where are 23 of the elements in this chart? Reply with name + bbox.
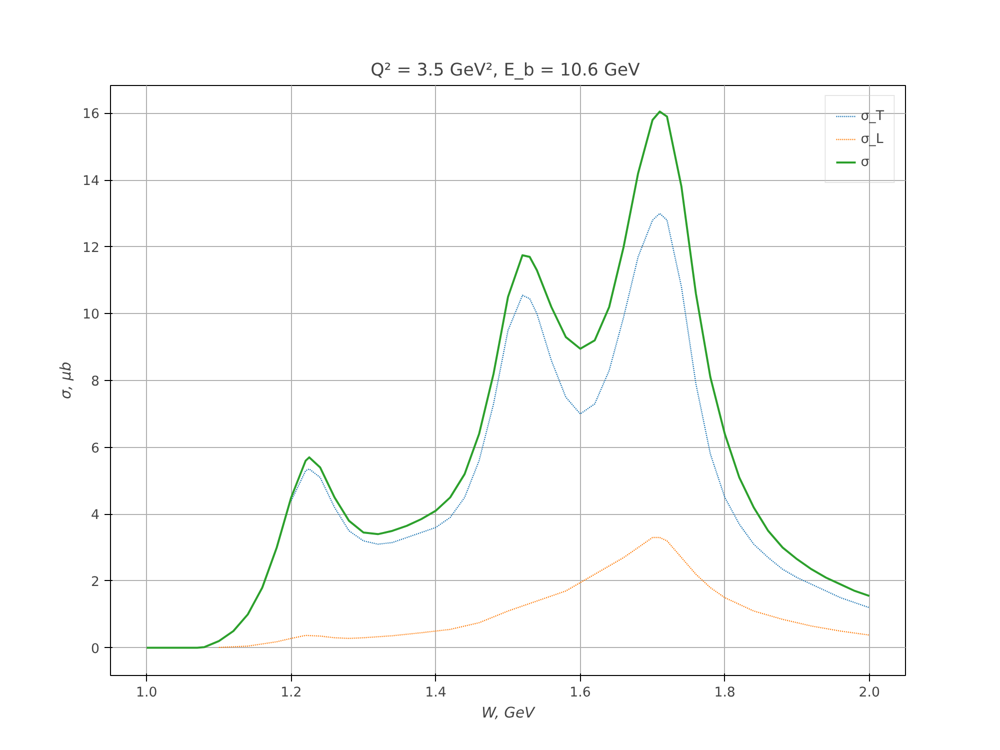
y-tick-label: 6 (91, 441, 100, 456)
legend-label: σ (860, 154, 870, 170)
x-tick-label: 1.4 (425, 686, 446, 700)
chart-title: Q² = 3.5 GeV², E_b = 10.6 GeV (370, 60, 640, 80)
y-axis-title: σ, μb (58, 362, 75, 400)
line-series (218, 536, 870, 648)
y-tick-label: 2 (91, 574, 100, 590)
x-axis-title: W, GeV (481, 704, 536, 722)
y-tick-label: 10 (82, 308, 100, 323)
y-tick-label: 0 (91, 642, 100, 657)
x-tick-label: 1.2 (280, 686, 302, 700)
x-tick-label: 2.0 (858, 686, 880, 700)
line-series (290, 212, 870, 608)
y-tick-label: 8 (91, 374, 100, 390)
y-tick-label: 14 (82, 174, 100, 190)
y-tick-label: 12 (82, 240, 100, 256)
x-tick-label: 1.8 (714, 686, 736, 700)
y-tick-label: 4 (91, 508, 100, 524)
x-tick-label: 1.0 (136, 686, 158, 700)
y-tick-label: 16 (82, 107, 100, 122)
legend-label: σ_T (860, 108, 884, 124)
x-tick-label: 1.6 (570, 686, 591, 700)
legend-label: σ_L (860, 132, 884, 146)
